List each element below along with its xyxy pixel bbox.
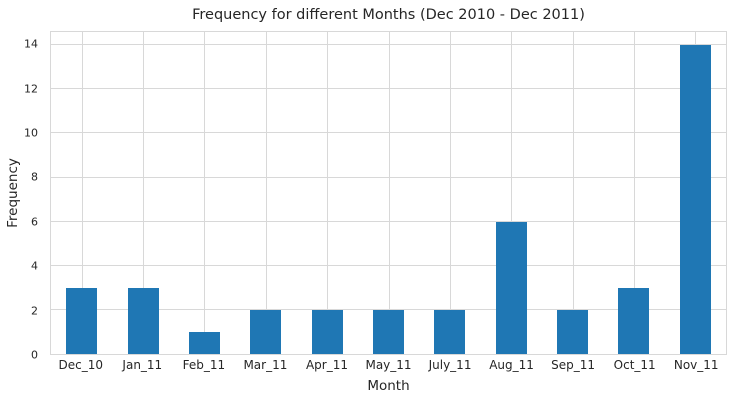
x-tick-label: Aug_11 bbox=[489, 358, 534, 372]
x-tick-label: Mar_11 bbox=[243, 358, 288, 372]
vertical-gridline bbox=[265, 32, 267, 354]
vertical-gridline bbox=[143, 32, 145, 354]
y-tick-label: 4 bbox=[31, 259, 38, 273]
y-tick-label: 0 bbox=[31, 348, 38, 362]
vertical-gridline bbox=[327, 32, 329, 354]
x-tick-label: Oct_11 bbox=[613, 358, 656, 372]
x-axis-label: Month bbox=[367, 378, 410, 394]
bar-May_11 bbox=[373, 309, 404, 354]
y-tick-label: 8 bbox=[31, 170, 38, 184]
vertical-gridline bbox=[204, 32, 206, 354]
y-tick-label: 10 bbox=[24, 126, 38, 140]
x-tick-label: Nov_11 bbox=[673, 358, 719, 372]
vertical-gridline bbox=[511, 32, 513, 354]
bar-Aug_11 bbox=[495, 221, 527, 354]
y-tick-label: 12 bbox=[24, 82, 38, 96]
x-tick-label: Apr_11 bbox=[305, 358, 348, 372]
vertical-gridline bbox=[81, 32, 83, 354]
y-axis-tick-labels: 0 2 4 6 8 10 12 14 bbox=[0, 31, 44, 361]
x-tick-label: Jan_11 bbox=[122, 358, 163, 372]
vertical-gridline bbox=[449, 32, 451, 354]
y-tick-label: 14 bbox=[24, 37, 38, 51]
vertical-gridline bbox=[388, 32, 390, 354]
x-tick-label: May_11 bbox=[365, 358, 412, 372]
y-tick-label: 6 bbox=[31, 215, 38, 229]
y-tick-label: 2 bbox=[31, 304, 38, 318]
bar-Oct_11 bbox=[618, 287, 650, 354]
bar-July_11 bbox=[434, 309, 466, 354]
vertical-gridline bbox=[572, 32, 574, 354]
bar-Apr_11 bbox=[311, 309, 343, 354]
bar-Dec_10 bbox=[66, 287, 98, 354]
bar-Jan_11 bbox=[127, 287, 159, 354]
bar-Feb_11 bbox=[188, 331, 220, 354]
bar-Nov_11 bbox=[679, 45, 711, 354]
chart-title: Frequency for different Months (Dec 2010… bbox=[192, 7, 585, 23]
x-axis-tick-labels: Dec_10 Jan_11 Feb_11 Mar_11 Apr_11 May_11 July… bbox=[50, 358, 727, 375]
vertical-gridline bbox=[633, 32, 635, 354]
x-tick-label: Feb_11 bbox=[182, 358, 226, 372]
bar-Mar_11 bbox=[250, 309, 282, 354]
x-tick-label: Dec_10 bbox=[58, 358, 104, 372]
plot-area bbox=[50, 31, 727, 355]
bar-Sep_11 bbox=[557, 309, 589, 354]
x-tick-label: Sep_11 bbox=[551, 358, 596, 372]
x-tick-label: July_11 bbox=[428, 358, 472, 372]
